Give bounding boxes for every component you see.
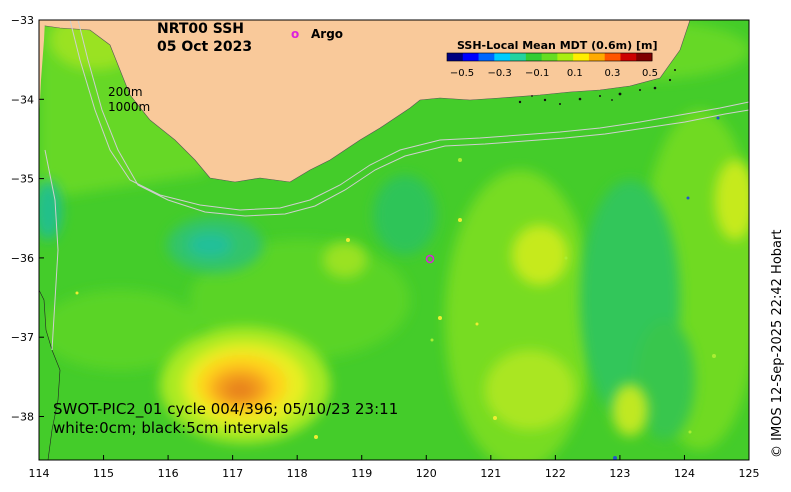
x-tick-label: 125	[739, 467, 760, 480]
x-tick-label: 116	[158, 467, 179, 480]
argo-legend-label: Argo	[311, 27, 343, 41]
colorbar: SSH-Local Mean MDT (0.6m) [m] −0.5 −0.3 −0…	[446, 39, 658, 79]
colorbar-tick-label: −0.1	[525, 68, 549, 79]
warm-eddy	[160, 327, 330, 443]
y-tick-label: −38	[11, 411, 34, 424]
ssh-field	[39, 20, 749, 460]
bathymetry-contours	[44, 20, 749, 351]
colorbar-swatch	[541, 53, 558, 61]
imos-credit: © IMOS 12-Sep-2025 22:42 Hobart	[770, 230, 785, 458]
x-tick-label: 118	[287, 467, 308, 480]
colorbar-tick-label: −0.3	[487, 68, 511, 79]
contour-label-1000m: 1000m	[108, 100, 150, 114]
colorbar-swatch	[604, 53, 621, 61]
colorbar-tick-label: 0.1	[567, 68, 583, 79]
colorbar-swatches	[446, 52, 653, 62]
coastal-speckle	[518, 69, 676, 105]
colorbar-swatch	[636, 53, 653, 61]
x-tick-label: 124	[674, 467, 695, 480]
contour-interval-label: white:0cm; black:5cm intervals	[53, 419, 289, 437]
x-axis: 114 115 116 117 118 119 120 121 122 123 124 125	[29, 455, 760, 480]
colorbar-swatch	[510, 53, 527, 61]
colorbar-swatch	[478, 53, 495, 61]
colorbar-swatch	[462, 53, 480, 61]
colorbar-swatch	[525, 53, 543, 61]
x-tick-label: 115	[93, 467, 114, 480]
colorbar-tick-label: 0.3	[604, 68, 620, 79]
x-tick-label: 114	[29, 467, 50, 480]
y-tick-label: −34	[11, 93, 34, 106]
x-tick-label: 119	[351, 467, 372, 480]
swot-pass-label: SWOT-PIC2_01 cycle 004/396; 05/10/23 23:…	[53, 400, 398, 419]
argo-float-marker[interactable]	[425, 254, 435, 264]
map-product-title: NRT00 SSH	[157, 21, 244, 37]
colorbar-swatch	[557, 53, 574, 61]
y-tick-label: −37	[11, 331, 34, 344]
colorbar-swatch	[573, 53, 590, 61]
x-tick-label: 123	[609, 467, 630, 480]
x-tick-label: 120	[416, 467, 437, 480]
x-tick-label: 121	[480, 467, 501, 480]
y-axis: −33 −34 −35 −36 −37 −38	[11, 14, 44, 424]
colorbar-ticks: −0.5 −0.3 −0.1 0.1 0.3 0.5	[450, 68, 658, 79]
colorbar-swatch	[620, 53, 637, 61]
colorbar-swatch	[494, 53, 511, 61]
y-tick-label: −36	[11, 252, 34, 265]
colorbar-tick-label: 0.5	[642, 68, 658, 79]
colorbar-swatch	[447, 53, 464, 61]
contour-label-200m: 200m	[108, 85, 143, 99]
argo-legend-symbol: o	[291, 27, 299, 41]
obs-markers	[75, 116, 720, 460]
plot-frame	[38, 19, 750, 461]
colorbar-title: SSH-Local Mean MDT (0.6m) [m]	[457, 39, 657, 52]
y-tick-label: −33	[11, 14, 34, 27]
colorbar-swatch	[588, 53, 606, 61]
x-tick-label: 122	[545, 467, 566, 480]
colorbar-frame	[446, 52, 653, 62]
colorbar-tick-label: −0.5	[450, 68, 474, 79]
y-tick-label: −35	[11, 173, 34, 186]
map-date: 05 Oct 2023	[157, 39, 252, 55]
x-tick-label: 117	[222, 467, 243, 480]
